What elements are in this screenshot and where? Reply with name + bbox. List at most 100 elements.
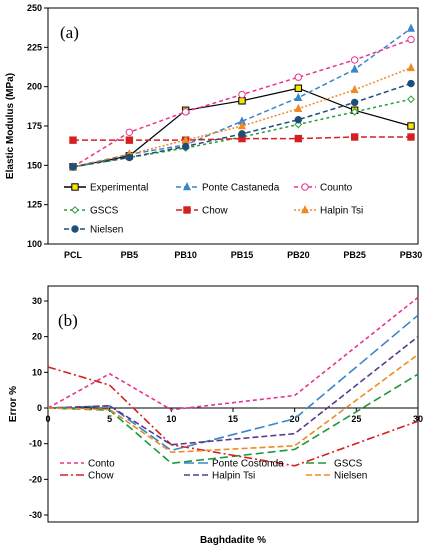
panel-b-label: (b) [58,311,78,330]
panel-a-point-nielsen [407,79,415,88]
panel-b-y-tick-label: 10 [32,367,42,377]
panel-a-x-tick-label: PB20 [287,250,310,260]
panel-a-y-tick-label: 200 [27,82,42,92]
panel-a-point-chow [350,133,359,141]
panel-b-y-tick-label: -30 [29,510,42,520]
panel-b-legend-item-conto: Conto [60,459,115,470]
panel-a-point-nielsen [125,153,134,162]
panel-b-y-tick-label: 0 [37,403,42,413]
panel-a-legend-label: GSCS [90,206,119,217]
panel-a-point-nielsen [238,130,246,138]
panel-a-point-counto [125,128,134,136]
panel-a-legend-marker [71,206,79,214]
panel-a-y-axis-title: Elastic Modulus (MPa) [5,73,16,179]
panel-a-legend-item-gscs: GSCS [64,206,119,217]
panel-a-y-tick-label: 250 [27,3,42,13]
panel-b-legend-label: Halpin Tsi [212,471,255,482]
panel-a-legend-item-halpin-tsi: Halpin Tsi [294,205,363,217]
panel-a-point-experimental [294,84,303,92]
panel-b-series-chow [47,366,419,467]
panel-a-legend-item-chow: Chow [176,206,228,217]
panel-a-point-halpin-tsi [238,121,246,130]
panel-a-point-ponte-castaneda [407,23,415,32]
panel-a-legend-marker [183,182,191,191]
panel-b-legend-label: Chow [88,471,114,482]
panel-a-point-counto [407,35,415,44]
panel-b-legend-item-chow: Chow [60,471,114,482]
panel-a-point-counto [181,108,190,116]
panel-b-x-tick-label: 20 [290,414,300,424]
panel-a-legend-item-ponte-castaneda: Ponte Castaneda [176,182,280,194]
panel-b-line-conto [47,296,419,411]
panel-a-point-halpin-tsi [407,62,415,72]
panel-a-legend-label: Experimental [90,183,148,194]
panel-a-y-tick-label: 175 [27,121,42,131]
panel-a-point-counto [350,56,359,64]
panel-b-legend-item-ponte-costonda: Ponte Costonda [184,459,284,470]
panel-b-frame [47,285,419,523]
panel-b-y-axis-title: Error % [8,386,19,422]
panel-a-label: (a) [60,23,79,42]
panel-a-x-tick-label: PCL [64,250,83,260]
panel-a-point-halpin-tsi [350,84,359,94]
panel-a-point-chow [125,136,134,144]
panel-a-y-tick-label: 150 [27,160,42,170]
panel-b-legend-label: Conto [88,459,115,470]
panel-b-legend-label: Nielsen [334,471,367,482]
panel-b-y-tick-label: -10 [29,439,42,449]
panel-a-x-tick-label: PB15 [231,250,254,260]
panel-b-y-tick-label: 20 [32,332,42,342]
panel-a-legend-label: Ponte Castaneda [202,183,280,194]
panel-b-line-nielsen [47,353,419,454]
panel-a-y-tick-label: 225 [27,42,42,52]
panel-a-point-nielsen [294,116,303,124]
panel-a-point-ponte-castaneda [294,92,303,101]
panel-a-point-chow [69,136,77,144]
panel-b-x-tick-label: 0 [45,414,50,424]
panel-b-series-nielsen [47,353,419,454]
panel-a-point-chow [407,133,415,141]
panel-a-point-gscs [350,107,359,116]
panel-a-series-chow [69,133,415,144]
panel-b-x-tick-label: 25 [351,414,361,424]
panel-a-legend-label: Counto [320,183,353,194]
panel-a-point-chow [294,134,303,143]
panel-a-point-ponte-castaneda [350,64,359,73]
panel-a-legend-marker [71,183,79,191]
panel-b-chart: (b) Error % Baghdadite % -30 -20 -10 0 10 20 3… [8,285,423,546]
panel-a-x-tick-label: PB10 [174,250,197,260]
panel-b-line-halpin-tsi [47,336,419,446]
panel-b-x-tick-label: 5 [107,414,112,424]
panel-b-legend-item-gscs: GSCS [306,459,363,470]
panel-a-legend-marker [301,183,309,191]
panel-a-x-tick-label: PB30 [400,250,423,260]
panel-a-legend-item-experimental: Experimental [64,183,148,194]
panel-a-point-nielsen [350,98,359,107]
panel-b-line-chow [47,366,419,467]
panel-b-series-halpin-tsi [47,336,419,446]
panel-a-legend-label: Nielsen [90,225,123,236]
panel-b-x-tick-label: 15 [228,414,238,424]
panel-b-x-tick-label: 10 [166,414,176,424]
panel-b-legend-item-nielsen: Nielsen [306,471,367,482]
panel-a-legend-item-nielsen: Nielsen [64,225,123,236]
panel-b-y-tick-label: 30 [32,296,42,306]
panel-a-point-nielsen [181,142,190,151]
panel-a-point-experimental [238,97,246,105]
panel-b-y-tick-label: -20 [29,474,42,484]
panel-a-legend-label: Halpin Tsi [320,206,363,217]
panel-a-legend-item-counto: Counto [294,183,353,194]
panel-a-legend-marker [301,205,309,214]
panel-a-x-tick-label: PB25 [343,250,366,260]
panel-b-legend-item-halpin-tsi: Halpin Tsi [184,471,255,482]
panel-a-chart: (a) Elastic Modulus (MPa) 100 125 150 175 20… [5,3,422,260]
panel-a-series-nielsen [69,79,415,171]
panel-a-point-experimental [407,122,415,130]
panel-a-legend-marker [71,225,79,233]
panel-a-y-tick-label: 100 [27,239,42,249]
panel-a-y-tick-label: 125 [27,200,42,210]
panel-b-legend-label: GSCS [334,459,363,470]
panel-b-series-ponte-costonda [47,314,419,452]
panel-a-point-nielsen [69,163,77,171]
panel-a-point-gscs [407,95,415,104]
